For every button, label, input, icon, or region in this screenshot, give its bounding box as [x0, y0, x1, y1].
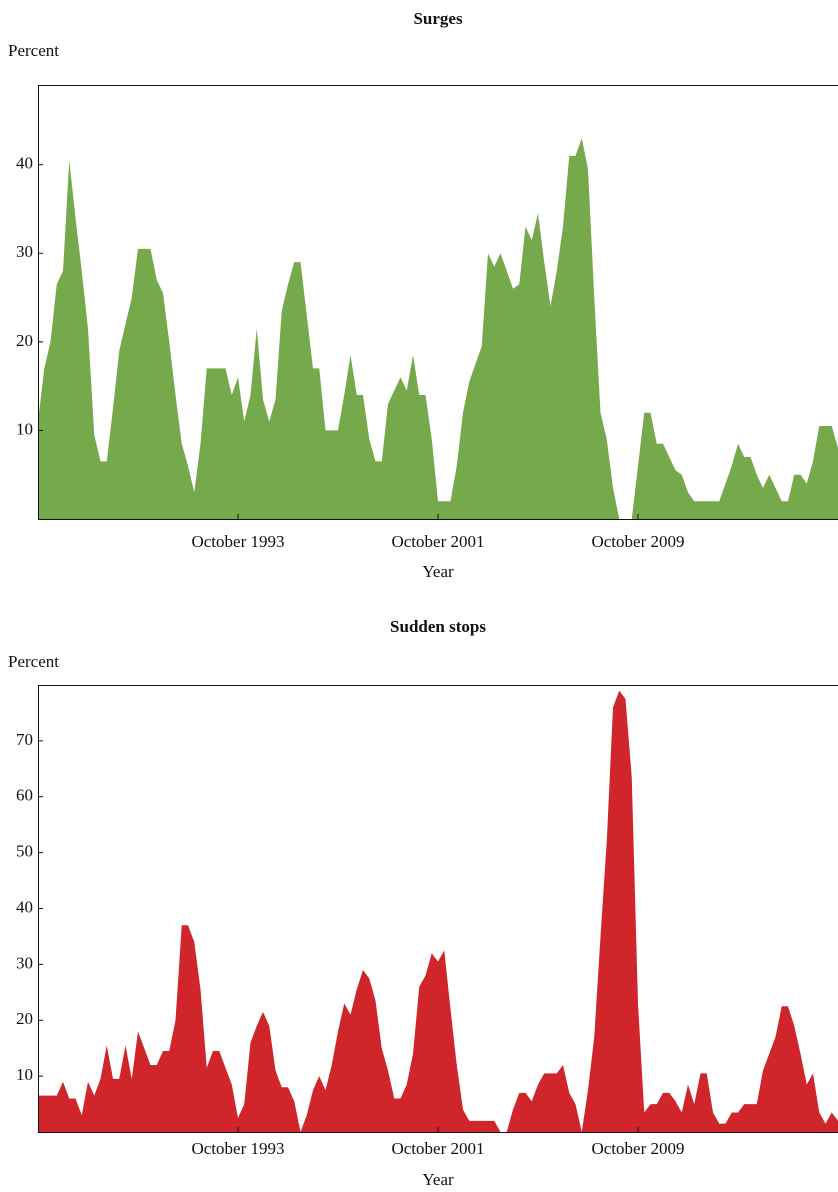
y-axis-label: Percent: [8, 41, 59, 60]
area: [38, 690, 838, 1132]
y-tick-label: 20: [16, 1009, 33, 1028]
x-axis-label: Year: [422, 1170, 454, 1189]
y-tick-label: 30: [16, 242, 33, 261]
x-tick-label: October 1993: [191, 1139, 284, 1158]
y-tick-label: 60: [16, 786, 33, 805]
y-tick-label: 40: [16, 897, 33, 916]
area: [38, 138, 838, 519]
x-tick-label: October 1993: [191, 532, 284, 551]
x-tick-label: October 2001: [391, 532, 484, 551]
y-tick-label: 20: [16, 331, 33, 350]
x-tick-label: October 2009: [591, 532, 684, 551]
y-tick-label: 10: [16, 419, 33, 438]
y-axis-label: Percent: [8, 652, 59, 671]
chart-title: Surges: [413, 9, 463, 28]
y-tick-label: 40: [16, 154, 33, 173]
plot-frame: [38, 85, 838, 520]
y-tick-label: 70: [16, 730, 33, 749]
x-tick-label: October 2009: [591, 1139, 684, 1158]
x-tick-label: October 2001: [391, 1139, 484, 1158]
y-tick-label: 50: [16, 842, 33, 861]
x-axis-label: Year: [422, 562, 454, 581]
y-tick-label: 10: [16, 1065, 33, 1084]
chart-title: Sudden stops: [390, 617, 486, 636]
y-tick-label: 30: [16, 953, 33, 972]
